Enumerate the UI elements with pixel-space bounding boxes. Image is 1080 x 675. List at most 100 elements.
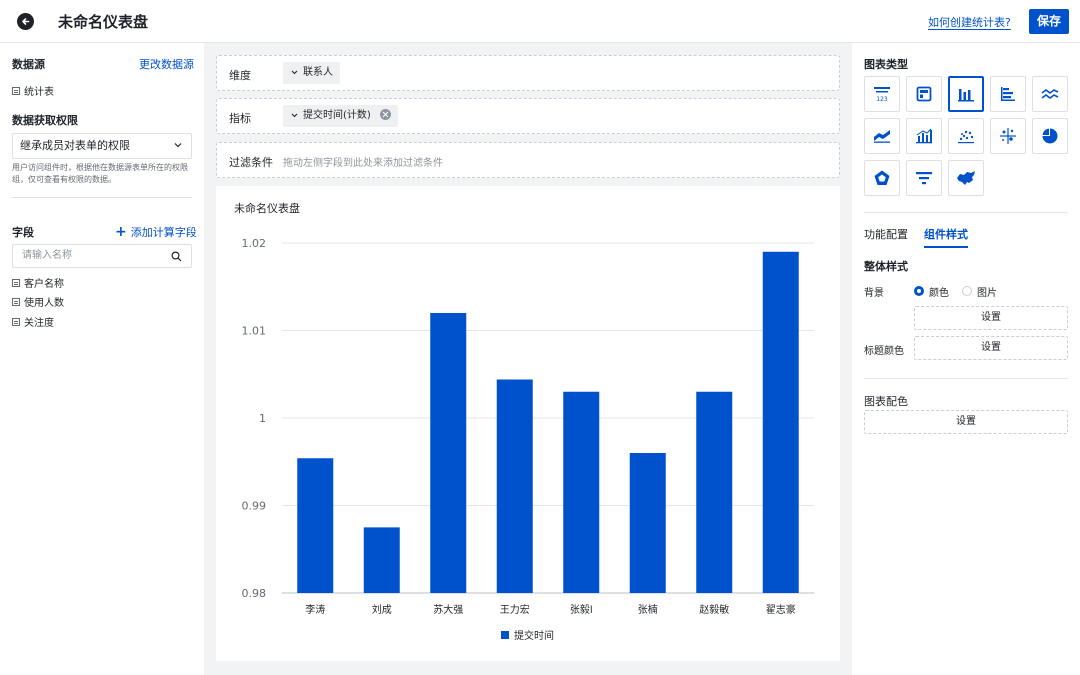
permission-select[interactable]: 继承成员对表单的权限: [12, 133, 192, 159]
chart-type-line[interactable]: [1032, 76, 1068, 112]
background-set-button[interactable]: 设置: [914, 306, 1068, 330]
table-icon: [12, 86, 20, 95]
help-link[interactable]: 如何创建统计表?: [928, 16, 1011, 29]
chart-type-pie[interactable]: [1032, 118, 1068, 154]
permission-value: 继承成员对表单的权限: [20, 139, 130, 152]
svg-text:123: 123: [876, 96, 888, 103]
dimension-pill[interactable]: 联系人: [283, 62, 340, 84]
datasource-label: 数据源: [12, 58, 45, 71]
chevron-down-icon: [291, 70, 298, 75]
legend-label: 提交时间: [514, 629, 554, 642]
text-field-icon: [12, 297, 20, 306]
x-tick-label: 王力宏: [500, 603, 530, 616]
field-item[interactable]: 客户名称: [12, 275, 64, 290]
back-arrow-icon[interactable]: [17, 13, 34, 30]
chart-editor-area: 维度 联系人 指标 提交时间(计数) 过滤条件 拖动左侧字段到此处来添加过滤条件…: [204, 43, 852, 675]
chart-type-funnel[interactable]: [906, 160, 942, 196]
y-tick-label: 1: [259, 412, 266, 425]
chart-type-bubble[interactable]: [990, 118, 1026, 154]
bar: [496, 379, 533, 593]
permission-hint: 用户访问组件时，根据他在数据源表单所在的权限组，仅可查看有权限的数据。: [12, 163, 188, 184]
divider: [12, 197, 192, 198]
bg-option-image[interactable]: 图片: [977, 288, 997, 299]
close-icon[interactable]: [380, 109, 391, 120]
chart-type-number-card[interactable]: 123: [864, 76, 900, 112]
line-chart-icon: [1041, 89, 1059, 99]
chart-color-set-button[interactable]: 设置: [864, 410, 1068, 434]
legend-swatch: [501, 631, 509, 639]
divider: [864, 378, 1068, 379]
text-field-icon: [12, 278, 20, 287]
bar: [363, 527, 400, 593]
divider: [864, 212, 1068, 213]
bg-option-color[interactable]: 颜色: [929, 288, 949, 299]
bar: [696, 391, 733, 593]
chart-color-label: 图表配色: [864, 395, 908, 408]
radar-chart-icon: [874, 170, 890, 185]
text-field-icon: [12, 317, 20, 326]
chart-type-area[interactable]: [864, 118, 900, 154]
metric-pill[interactable]: 提交时间(计数): [283, 105, 398, 127]
y-tick-label: 1.02: [242, 237, 267, 250]
chevron-down-icon: [291, 113, 298, 118]
field-item[interactable]: 关注度: [12, 314, 54, 329]
radio-image[interactable]: [962, 286, 972, 296]
title-color-set-button[interactable]: 设置: [914, 336, 1068, 360]
metric-label: 指标: [229, 112, 251, 125]
save-button[interactable]: 保存: [1029, 9, 1069, 34]
chevron-down-icon: [174, 143, 182, 148]
overall-style-label: 整体样式: [864, 260, 908, 273]
bubble-chart-icon: [1000, 128, 1016, 144]
top-bar: 未命名仪表盘 如何创建统计表? 保存: [0, 0, 1080, 43]
x-tick-label: 张楠: [638, 603, 658, 616]
add-field-label: 添加计算字段: [130, 226, 197, 239]
datasource-item[interactable]: 统计表: [12, 83, 54, 98]
filter-row[interactable]: 过滤条件 拖动左侧字段到此处来添加过滤条件: [216, 142, 840, 178]
left-panel: 数据源 更改数据源 统计表 数据获取权限 继承成员对表单的权限 用户访问组件时，…: [0, 43, 204, 675]
column-chart-icon: [958, 89, 974, 102]
chart-type-column[interactable]: [948, 76, 984, 112]
page-title: 未命名仪表盘: [58, 13, 149, 31]
x-tick-label: 张毅l: [570, 603, 593, 616]
change-datasource-link[interactable]: 更改数据源: [139, 58, 194, 71]
combo-chart-icon: [916, 128, 932, 144]
tab-function-config[interactable]: 功能配置: [864, 228, 908, 241]
area-chart-icon: [874, 130, 890, 143]
bar-chart: 0.98 0.99 1 1.01 1.02 李涛 刘成 苏大强 王力宏 张毅l 张楠 赵毅敏 翟志豪提交…: [242, 237, 814, 642]
chart-type-map[interactable]: [948, 160, 984, 196]
funnel-chart-icon: [916, 172, 932, 185]
x-tick-label: 翟志豪: [766, 603, 796, 616]
field-name: 客户名称: [24, 279, 64, 290]
title-color-label: 标题颜色: [864, 346, 904, 357]
chart-type-bar[interactable]: [990, 76, 1026, 112]
tab-component-style[interactable]: 组件样式: [924, 226, 968, 248]
dimension-label: 维度: [229, 69, 251, 82]
radio-color[interactable]: [914, 286, 924, 296]
metric-value: 提交时间(计数): [303, 110, 371, 121]
chart-type-combo[interactable]: [906, 118, 942, 154]
y-tick-label: 0.99: [242, 500, 267, 513]
plus-icon: +: [115, 223, 127, 240]
chart-preview: 未命名仪表盘 0.98 0.99 1 1.01 1.02 李涛 刘成 苏大强 王力宏 张毅l 张楠 赵…: [216, 186, 840, 661]
metric-row[interactable]: 指标 提交时间(计数): [216, 98, 840, 134]
x-tick-label: 赵毅敏: [699, 603, 729, 616]
chart-type-scatter[interactable]: [948, 118, 984, 154]
x-tick-label: 李涛: [305, 603, 325, 616]
y-tick-label: 1.01: [242, 325, 267, 338]
datasource-name: 统计表: [24, 87, 54, 98]
chart-title: 未命名仪表盘: [234, 202, 300, 215]
search-placeholder: 请输入名称: [22, 250, 72, 261]
search-icon: [171, 251, 182, 262]
right-panel: 图表类型 123 功能配置 组件样式 整体样式 背景 颜色: [852, 43, 1080, 675]
field-search-input[interactable]: 请输入名称: [12, 244, 192, 268]
field-item[interactable]: 使用人数: [12, 294, 64, 309]
field-name: 使用人数: [24, 298, 64, 309]
x-tick-label: 刘成: [372, 604, 392, 616]
dimension-row[interactable]: 维度 联系人: [216, 55, 840, 91]
chart-type-radar[interactable]: [864, 160, 900, 196]
add-calculated-field-button[interactable]: + 添加计算字段: [115, 224, 197, 240]
bar: [629, 453, 666, 593]
bar-chart-icon: [1001, 87, 1015, 101]
bar: [297, 458, 334, 593]
chart-type-table[interactable]: [906, 76, 942, 112]
